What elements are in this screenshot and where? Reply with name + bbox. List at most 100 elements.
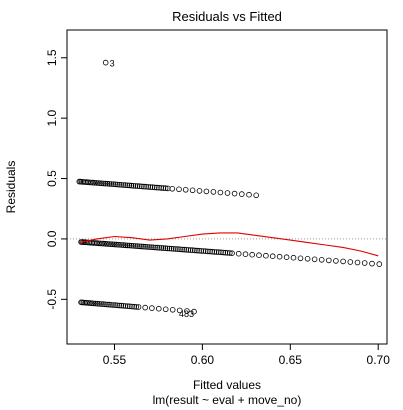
data-point xyxy=(213,249,220,255)
data-point xyxy=(109,241,116,248)
data-point xyxy=(135,304,142,310)
data-point xyxy=(124,303,131,310)
x-axis-label: Fitted values xyxy=(193,378,261,392)
x-tick-label: 0.60 xyxy=(191,353,215,367)
data-point xyxy=(116,302,122,309)
data-point xyxy=(91,180,98,186)
y-tick-label: 1.0 xyxy=(45,109,59,126)
data-point xyxy=(276,253,283,260)
data-point xyxy=(110,181,117,188)
outlier-label: 3 xyxy=(110,59,115,69)
data-point xyxy=(108,181,115,187)
y-axis: -0.5 0.0 0.5 1.0 1.5 xyxy=(45,49,68,310)
data-point xyxy=(177,246,183,253)
data-point xyxy=(148,244,154,251)
data-point xyxy=(108,241,114,248)
data-point xyxy=(96,300,102,307)
data-point xyxy=(106,241,112,247)
data-point xyxy=(361,260,368,266)
data-point xyxy=(132,183,139,189)
data-point xyxy=(173,246,179,252)
data-point xyxy=(114,302,120,309)
data-point xyxy=(102,241,109,247)
data-point xyxy=(93,180,100,186)
data-point xyxy=(194,247,200,254)
data-point xyxy=(102,180,109,187)
data-point xyxy=(145,184,152,190)
data-point xyxy=(154,244,161,251)
data-point xyxy=(119,242,125,248)
data-point xyxy=(304,255,311,262)
data-point xyxy=(117,242,123,248)
data-point xyxy=(97,180,103,187)
data-point xyxy=(169,306,176,313)
data-point xyxy=(104,301,110,308)
data-point xyxy=(162,185,169,192)
x-tick-label: 0.65 xyxy=(279,353,303,367)
x-tick-label: 0.70 xyxy=(367,353,391,367)
data-point xyxy=(151,184,158,191)
data-point xyxy=(118,302,125,309)
data-point xyxy=(132,243,139,249)
data-point xyxy=(136,243,143,250)
data-point xyxy=(340,258,346,265)
data-point xyxy=(114,181,120,188)
data-point xyxy=(122,182,128,188)
x-tick-label: 0.55 xyxy=(103,353,127,367)
data-point xyxy=(162,245,169,252)
data-point xyxy=(106,181,113,187)
data-point xyxy=(185,247,192,253)
data-point xyxy=(249,251,256,258)
data-point xyxy=(176,186,182,193)
data-point xyxy=(122,242,129,249)
data-point xyxy=(112,181,118,188)
data-point xyxy=(106,301,112,308)
data-point xyxy=(168,245,175,252)
data-point xyxy=(269,253,276,260)
data-point xyxy=(104,241,110,247)
data-point xyxy=(111,241,118,248)
data-point xyxy=(227,250,233,256)
data-point xyxy=(170,246,177,252)
data-point xyxy=(217,189,224,196)
data-point xyxy=(235,250,242,257)
data-point xyxy=(139,183,145,190)
data-point xyxy=(124,242,131,249)
data-point xyxy=(102,301,108,308)
data-point xyxy=(142,243,148,250)
data-point xyxy=(146,244,152,250)
data-point xyxy=(169,186,176,192)
data-point xyxy=(242,251,249,258)
data-point xyxy=(138,243,144,250)
data-point xyxy=(182,187,189,193)
data-point xyxy=(129,303,135,310)
data-point xyxy=(122,303,129,309)
x-axis-sublabel: lm(result ~ eval + move_no) xyxy=(153,393,302,407)
data-point xyxy=(99,180,105,187)
data-point xyxy=(191,308,197,315)
data-point xyxy=(162,306,169,313)
data-point xyxy=(189,247,196,254)
data-point xyxy=(108,301,114,308)
point-labels: 3 483 xyxy=(110,59,194,319)
data-point xyxy=(89,300,95,307)
data-point xyxy=(158,245,165,251)
data-point xyxy=(192,247,198,254)
data-point xyxy=(318,256,325,263)
data-point xyxy=(126,242,133,249)
data-point xyxy=(253,192,260,199)
y-tick-label: 0.5 xyxy=(45,170,59,187)
y-tick-label: 0.0 xyxy=(45,230,59,247)
data-point xyxy=(118,182,124,188)
data-point xyxy=(141,183,147,190)
data-point xyxy=(147,184,154,190)
data-point xyxy=(189,187,196,194)
data-point xyxy=(100,301,106,307)
data-point xyxy=(181,246,188,253)
data-point xyxy=(156,245,163,251)
data-point xyxy=(134,183,141,189)
data-point xyxy=(333,258,339,264)
data-point xyxy=(115,241,121,248)
data-point xyxy=(133,304,140,310)
